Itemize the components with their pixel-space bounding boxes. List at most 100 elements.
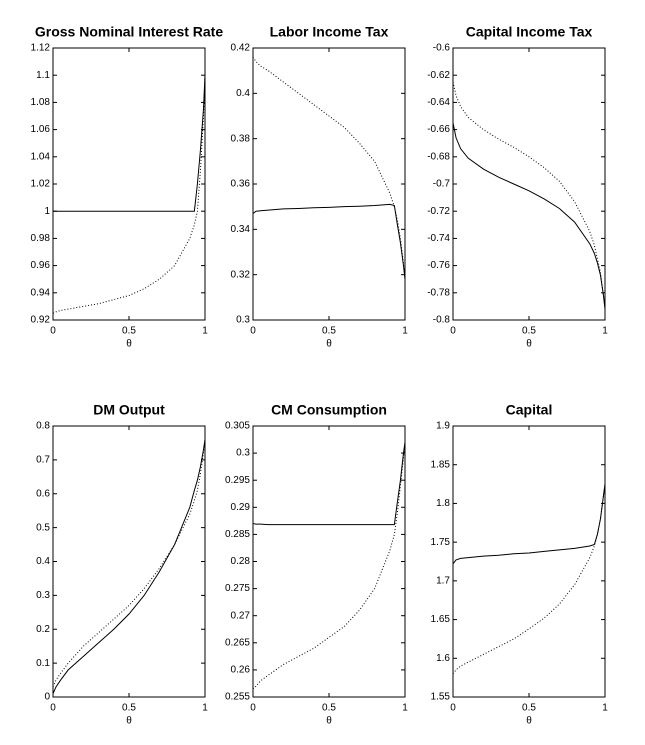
- y-tick-label: -0.74: [427, 233, 450, 244]
- y-tick-label: 1.8: [436, 498, 450, 509]
- x-tick-label: 1: [202, 703, 208, 714]
- y-tick-label: -0.66: [427, 124, 450, 135]
- data-line: [452, 484, 606, 565]
- y-tick-label: 0.255: [225, 692, 250, 703]
- y-tick-label: -0.6: [433, 43, 451, 54]
- plot-frame: [52, 425, 206, 698]
- plot-frame: [452, 47, 606, 321]
- x-tick-label: 0: [450, 326, 456, 337]
- x-tick-label: 0.5: [122, 326, 136, 337]
- x-tick-label: 0: [50, 703, 56, 714]
- y-tick-label: 1.08: [31, 97, 51, 108]
- y-tick-label: 0.27: [231, 610, 251, 621]
- x-tick-label: 1: [602, 703, 608, 714]
- y-tick-label: 1.02: [31, 179, 51, 190]
- x-axis-label: θ: [126, 716, 132, 727]
- y-tick-label: 0.98: [31, 233, 51, 244]
- data-line: [52, 75, 206, 314]
- y-tick-label: -0.72: [427, 206, 450, 217]
- y-tick-label: -0.62: [427, 70, 450, 81]
- chart-title: Capital: [506, 402, 553, 418]
- data-line: [452, 484, 606, 675]
- data-line: [252, 56, 406, 280]
- y-tick-label: 1.04: [31, 151, 51, 162]
- y-tick-label: 1: [44, 206, 50, 217]
- chart-title: CM Consumption: [271, 402, 387, 418]
- y-tick-label: 0.285: [225, 529, 250, 540]
- y-tick-label: 0.29: [231, 502, 251, 513]
- y-tick-label: 0.265: [225, 637, 250, 648]
- y-tick-label: 0.96: [31, 260, 51, 271]
- y-tick-label: 0.3: [36, 590, 50, 601]
- x-tick-label: 1: [402, 703, 408, 714]
- x-tick-label: 0: [50, 326, 56, 337]
- y-tick-label: 1.65: [431, 614, 451, 625]
- y-tick-label: 0.3: [236, 448, 250, 459]
- x-tick-label: 0: [250, 326, 256, 337]
- y-tick-label: 0.42: [231, 43, 251, 54]
- x-tick-label: 1: [602, 326, 608, 337]
- chart-title: DM Output: [93, 402, 165, 418]
- data-line: [452, 81, 606, 310]
- y-tick-label: 1.1: [36, 70, 50, 81]
- y-tick-label: 1.12: [31, 43, 51, 54]
- y-tick-label: 0.305: [225, 421, 250, 432]
- chart-title: Gross Nominal Interest Rate: [35, 24, 223, 40]
- y-tick-label: 0.3: [236, 315, 250, 326]
- x-tick-label: 1: [202, 326, 208, 337]
- y-tick-label: -0.64: [427, 97, 450, 108]
- y-tick-label: 1.75: [431, 537, 451, 548]
- y-tick-label: 0.38: [231, 133, 251, 144]
- x-tick-label: 0.5: [522, 326, 536, 337]
- y-tick-label: 0.7: [36, 455, 50, 466]
- y-tick-label: 0.92: [31, 315, 51, 326]
- x-tick-label: 1: [402, 326, 408, 337]
- y-tick-label: 1.06: [31, 124, 51, 135]
- x-axis-label: θ: [126, 339, 132, 350]
- chart-title: Capital Income Tax: [466, 24, 593, 40]
- x-tick-label: 0.5: [322, 703, 336, 714]
- y-tick-label: -0.68: [427, 151, 450, 162]
- data-line: [52, 439, 206, 688]
- plot-frame: [52, 47, 206, 321]
- y-tick-label: 1.6: [436, 653, 450, 664]
- x-axis-label: θ: [326, 716, 332, 727]
- y-tick-label: 0.28: [231, 556, 251, 567]
- y-tick-label: 0.295: [225, 475, 250, 486]
- y-tick-label: 0.6: [36, 488, 50, 499]
- data-line: [252, 203, 406, 280]
- plot-frame: [452, 425, 606, 698]
- y-tick-label: -0.8: [433, 315, 451, 326]
- y-tick-label: 0.34: [231, 224, 251, 235]
- y-tick-label: -0.78: [427, 287, 450, 298]
- y-tick-label: -0.76: [427, 260, 450, 271]
- plot-frame: [252, 425, 406, 698]
- data-line: [452, 122, 606, 310]
- plot-frame: [252, 47, 406, 321]
- y-tick-label: 0: [44, 692, 50, 703]
- y-tick-label: 1.7: [436, 575, 450, 586]
- data-line: [252, 442, 406, 526]
- x-tick-label: 0.5: [122, 703, 136, 714]
- chart-title: Labor Income Tax: [270, 24, 389, 40]
- y-tick-label: 0.4: [36, 556, 50, 567]
- data-line: [52, 439, 206, 694]
- x-axis-label: θ: [526, 339, 532, 350]
- y-tick-label: -0.7: [433, 179, 451, 190]
- y-tick-label: 0.4: [236, 88, 250, 99]
- y-tick-label: 0.275: [225, 583, 250, 594]
- x-tick-label: 0: [450, 703, 456, 714]
- y-tick-label: 0.94: [31, 287, 51, 298]
- y-tick-label: 0.2: [36, 624, 50, 635]
- y-tick-label: 1.55: [431, 692, 451, 703]
- x-tick-label: 0.5: [322, 326, 336, 337]
- x-axis-label: θ: [526, 716, 532, 727]
- x-tick-label: 0: [250, 703, 256, 714]
- y-tick-label: 0.26: [231, 665, 251, 676]
- y-tick-label: 0.1: [36, 658, 50, 669]
- y-tick-label: 1.9: [436, 421, 450, 432]
- y-tick-label: 0.36: [231, 179, 251, 190]
- y-tick-label: 0.8: [36, 421, 50, 432]
- y-tick-label: 1.85: [431, 459, 451, 470]
